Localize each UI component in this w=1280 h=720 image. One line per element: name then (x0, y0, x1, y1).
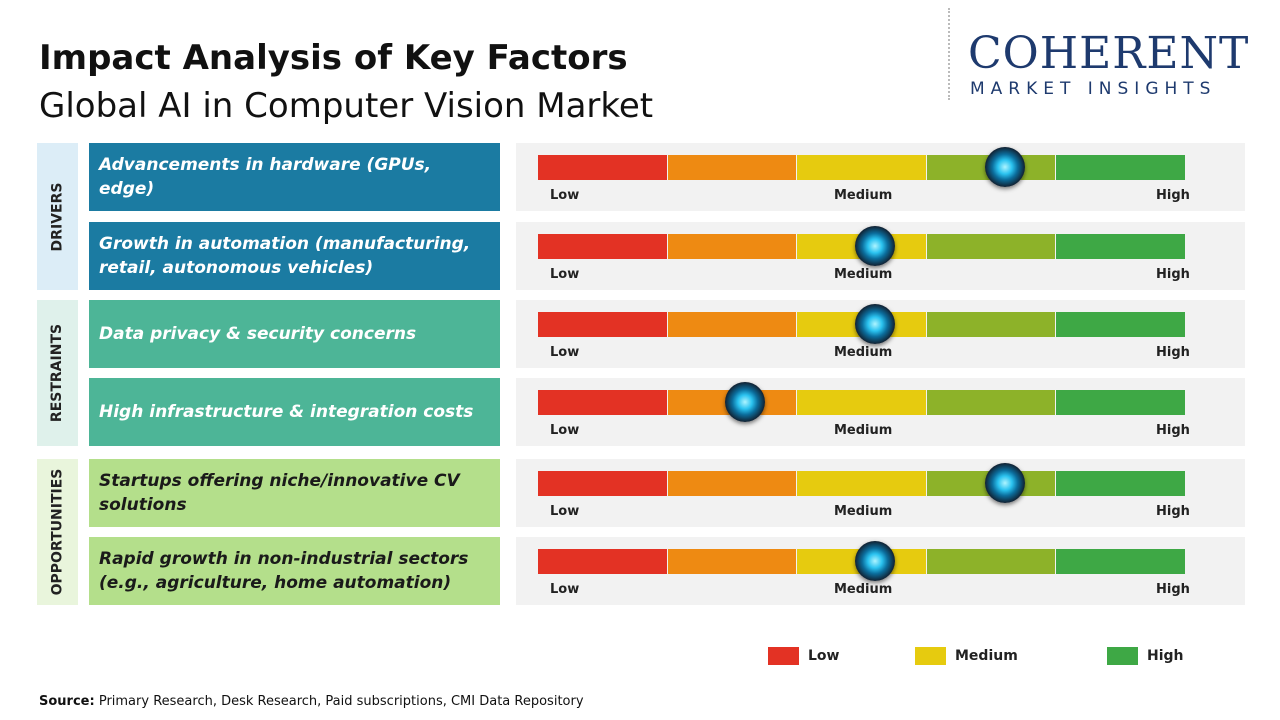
group-label: DRIVERS (49, 182, 66, 251)
gauge-segment (538, 549, 667, 574)
gauge-segment (667, 155, 797, 180)
legend-swatch (768, 647, 799, 665)
gauge-label: High (1156, 267, 1190, 282)
gauge-segment (538, 234, 667, 259)
gauge-segment (667, 471, 797, 496)
gauge-label: High (1156, 423, 1190, 438)
gauge-segment (797, 471, 926, 496)
gauge-label: Low (550, 582, 580, 597)
gauge-label: High (1156, 504, 1190, 519)
gauge-knob (854, 304, 895, 344)
gauge-segment (538, 312, 667, 337)
legend-label: Medium (955, 648, 1018, 664)
legend-label: Low (808, 648, 840, 664)
gauge-knob (984, 147, 1025, 187)
gauge-segment (667, 549, 797, 574)
divider (948, 8, 952, 100)
gauge-label: Low (550, 345, 580, 360)
legend-swatch (1107, 647, 1138, 665)
gauge-label: High (1156, 582, 1190, 597)
gauge-knob (854, 226, 895, 266)
gauge-label: Medium (834, 504, 893, 519)
gauge-segment (926, 234, 1056, 259)
gauge-segment (667, 234, 797, 259)
group-label: OPPORTUNITIES (49, 468, 66, 596)
logo-name: COHERENT (968, 28, 1250, 79)
gauge-knob (725, 382, 766, 422)
gauge-segment (1056, 155, 1185, 180)
factor-box: Startups offering niche/innovative CV so… (89, 459, 500, 527)
source-label: Source: (39, 694, 95, 709)
gauge-label: Medium (834, 267, 893, 282)
group-label: RESTRAINTS (49, 323, 66, 423)
factor-box: Data privacy & security concerns (89, 300, 500, 368)
gauge-segment (538, 471, 667, 496)
factor-box: Advancements in hardware (GPUs, edge) (89, 143, 500, 211)
logo-tagline: MARKET INSIGHTS (970, 79, 1217, 99)
gauge-segment (1056, 390, 1185, 415)
gauge-label: Low (550, 188, 580, 203)
gauge-label: Medium (834, 582, 893, 597)
gauge-label: High (1156, 188, 1190, 203)
factor-box: High infrastructure & integration costs (89, 378, 500, 446)
group-side: DRIVERS (37, 143, 78, 290)
gauge-label: Medium (834, 188, 893, 203)
gauge-segment (1056, 549, 1185, 574)
factor-box: Growth in automation (manufacturing, ret… (89, 222, 500, 290)
group-side: RESTRAINTS (37, 300, 78, 446)
gauge-segment (926, 549, 1056, 574)
legend-swatch (915, 647, 946, 665)
gauge-segment (1056, 471, 1185, 496)
gauge-segment (538, 155, 667, 180)
gauge-segment (1056, 234, 1185, 259)
title: Impact Analysis of Key Factors (39, 38, 628, 78)
group-side: OPPORTUNITIES (37, 459, 78, 605)
subtitle: Global AI in Computer Vision Market (39, 86, 654, 126)
gauge-label: Medium (834, 423, 893, 438)
source: Source: Primary Research, Desk Research,… (39, 694, 584, 709)
gauge-knob (854, 541, 895, 581)
factor-box: Rapid growth in non-industrial sectors (… (89, 537, 500, 605)
gauge-segment (667, 312, 797, 337)
gauge-label: Low (550, 423, 580, 438)
legend-label: High (1147, 648, 1184, 664)
gauge-label: Medium (834, 345, 893, 360)
gauge-label: Low (550, 504, 580, 519)
gauge-segment (1056, 312, 1185, 337)
gauge-knob (984, 463, 1025, 503)
gauge-segment (797, 390, 926, 415)
source-text: Primary Research, Desk Research, Paid su… (98, 694, 584, 709)
gauge-label: Low (550, 267, 580, 282)
gauge-segment (926, 312, 1056, 337)
gauge-label: High (1156, 345, 1190, 360)
gauge-segment (538, 390, 667, 415)
gauge-segment (797, 155, 926, 180)
gauge-segment (926, 390, 1056, 415)
